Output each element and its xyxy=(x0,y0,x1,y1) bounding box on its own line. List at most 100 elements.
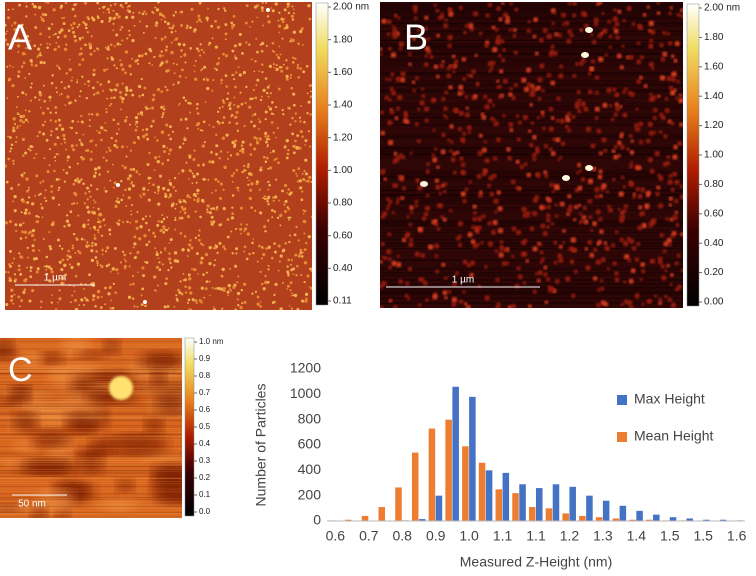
particle xyxy=(400,178,404,182)
particle xyxy=(264,77,268,80)
particle xyxy=(199,129,202,132)
particle xyxy=(133,24,136,27)
particle xyxy=(258,188,262,191)
particle xyxy=(648,96,655,103)
particle xyxy=(112,17,116,20)
particle xyxy=(285,77,289,81)
particle xyxy=(82,121,85,124)
particle xyxy=(286,5,289,8)
particle xyxy=(680,268,683,273)
particle xyxy=(579,169,583,173)
particle xyxy=(299,129,303,134)
particle xyxy=(90,249,94,253)
particle xyxy=(617,140,622,146)
colorbar-label: 0.60 xyxy=(704,208,724,219)
particle xyxy=(20,211,23,214)
height-region xyxy=(21,351,44,368)
particle xyxy=(306,111,309,115)
particle xyxy=(65,148,68,151)
particle xyxy=(15,136,18,139)
particle xyxy=(196,192,199,195)
particle xyxy=(178,102,181,105)
particle xyxy=(139,225,143,229)
particle xyxy=(70,265,74,270)
particle xyxy=(389,110,395,115)
particle xyxy=(261,63,264,66)
particle xyxy=(119,59,122,62)
particle xyxy=(280,69,284,73)
particle xyxy=(212,308,217,310)
particle xyxy=(185,26,189,30)
particle xyxy=(189,291,193,295)
particle xyxy=(127,295,132,299)
particle xyxy=(464,95,469,99)
particle xyxy=(115,67,118,70)
particle xyxy=(226,217,230,221)
particle xyxy=(102,219,105,222)
particle xyxy=(81,36,85,39)
particle xyxy=(239,306,243,310)
particle xyxy=(515,159,520,165)
particle xyxy=(196,172,199,176)
particle xyxy=(595,259,602,265)
particle xyxy=(380,47,383,51)
particle xyxy=(530,84,535,89)
particle xyxy=(28,299,32,303)
particle xyxy=(54,159,57,162)
particle xyxy=(668,203,672,207)
particle xyxy=(477,192,484,198)
particle xyxy=(261,9,264,12)
particle xyxy=(78,37,82,40)
particle xyxy=(231,140,235,144)
colorbar-label: 0.5 xyxy=(199,422,211,431)
particle xyxy=(45,255,49,259)
height-region xyxy=(64,412,96,435)
particle xyxy=(622,184,627,189)
particle xyxy=(436,74,440,79)
particle xyxy=(95,92,98,95)
colorbar xyxy=(184,337,195,517)
particle xyxy=(443,276,448,281)
particle xyxy=(274,106,277,109)
particle xyxy=(108,20,111,23)
particle xyxy=(202,78,206,81)
particle xyxy=(668,174,673,179)
particle xyxy=(476,242,481,247)
particle xyxy=(50,82,54,85)
particle xyxy=(641,302,645,306)
particle xyxy=(55,91,58,94)
particle xyxy=(184,61,187,64)
particle xyxy=(417,303,422,307)
particle xyxy=(175,294,178,297)
particle xyxy=(272,149,275,153)
particle xyxy=(72,182,76,186)
particle xyxy=(128,64,132,68)
particle xyxy=(523,238,528,243)
particle xyxy=(205,77,208,80)
particle xyxy=(658,301,663,305)
particle xyxy=(629,150,635,155)
particle xyxy=(277,19,280,22)
particle xyxy=(50,301,53,304)
particle xyxy=(196,112,200,115)
particle xyxy=(55,86,58,89)
particle xyxy=(235,227,238,230)
particle xyxy=(550,221,555,226)
particle xyxy=(452,170,457,175)
particle xyxy=(576,89,581,95)
particle xyxy=(13,21,17,25)
bar xyxy=(445,419,452,521)
particle xyxy=(440,149,446,155)
particle xyxy=(279,254,283,258)
particle xyxy=(306,274,310,278)
particle xyxy=(466,125,472,131)
particle xyxy=(380,110,384,115)
particle xyxy=(165,88,169,92)
particle xyxy=(90,16,94,20)
particle xyxy=(124,86,129,90)
particle xyxy=(169,193,172,196)
particle xyxy=(481,214,486,219)
particle xyxy=(81,75,84,78)
particle xyxy=(60,81,63,84)
particle xyxy=(93,237,97,240)
